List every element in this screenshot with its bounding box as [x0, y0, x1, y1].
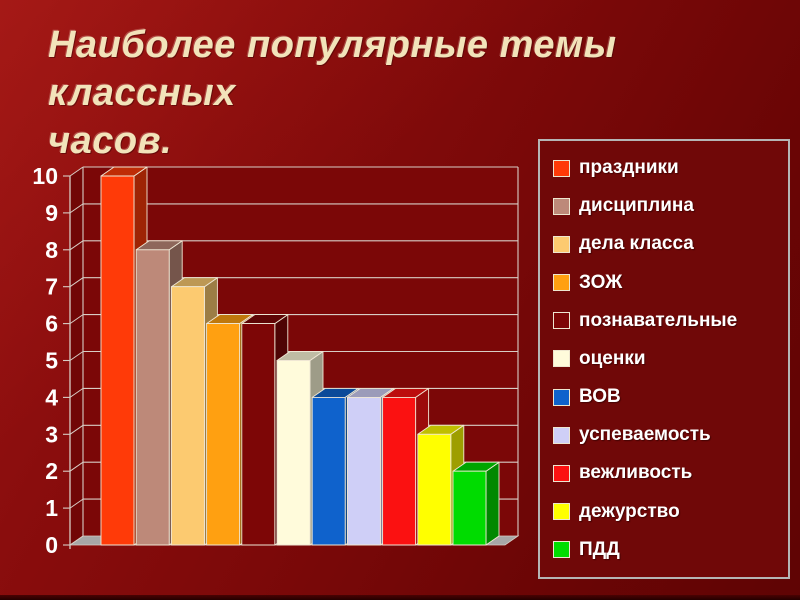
y-axis-label: 1 — [45, 495, 58, 521]
y-axis-label: 0 — [45, 532, 58, 558]
legend-label: дела класса — [579, 233, 694, 255]
y-axis-label: 9 — [45, 200, 58, 226]
y-axis-label: 5 — [45, 348, 58, 374]
slide-bottom-edge — [0, 595, 800, 600]
legend-label: праздники — [579, 157, 679, 179]
y-axis-label: 8 — [45, 237, 58, 263]
bar-10 — [452, 461, 500, 546]
slide-title: Наиболее популярные темы классных часов. — [48, 22, 708, 166]
axis-depth-line — [69, 387, 84, 398]
legend-item-4: познавательные — [553, 310, 784, 332]
y-axis-label: 10 — [32, 163, 58, 189]
legend-swatch — [553, 541, 570, 559]
y-axis-label: 4 — [45, 384, 58, 410]
legend-item-5: оценки — [553, 348, 784, 370]
legend-item-10: ПДД — [553, 539, 784, 561]
legend-swatch — [553, 350, 570, 368]
bar-front — [346, 396, 381, 546]
bar-front — [170, 286, 205, 546]
legend-swatch — [553, 503, 570, 521]
bar-front — [311, 396, 346, 546]
legend-swatch — [553, 235, 570, 253]
legend-label: успеваемость — [579, 424, 711, 446]
axis-depth-line — [69, 203, 84, 214]
legend-label: ПДД — [579, 538, 620, 560]
y-axis-label: 3 — [45, 421, 58, 447]
legend-label: оценки — [579, 347, 646, 369]
legend-item-2: дела класса — [553, 233, 784, 255]
y-axis-label: 2 — [45, 458, 58, 484]
y-axis-label: 7 — [45, 274, 58, 300]
legend-swatch — [553, 312, 570, 330]
axis-depth-line — [69, 461, 84, 472]
axis-depth-line — [69, 498, 84, 509]
axis-depth-line — [69, 314, 84, 325]
legend-item-0: праздники — [553, 157, 784, 179]
y-axis-label: 6 — [45, 311, 58, 337]
axis-depth-line — [69, 351, 84, 361]
bar-front — [382, 396, 417, 546]
legend-item-8: вежливость — [553, 462, 784, 484]
legend-swatch — [553, 274, 570, 292]
legend-swatch — [553, 388, 570, 406]
legend-label: ВОВ — [579, 386, 621, 408]
legend-swatch — [553, 159, 570, 177]
bar-front — [452, 470, 487, 546]
legend-label: дежурство — [579, 500, 680, 522]
legend-item-6: ВОВ — [553, 386, 784, 408]
slide-title-line-2: часов. — [48, 119, 173, 162]
slide-title-line-1: Наиболее популярные темы классных — [48, 24, 617, 114]
bar-front — [206, 323, 241, 546]
bar-front — [135, 249, 170, 546]
axis-depth-line — [69, 240, 84, 251]
axis-depth-line — [69, 424, 84, 435]
legend: праздники дисциплина дела класса ЗОЖ познава… — [538, 139, 790, 579]
axis-depth-line — [69, 277, 84, 288]
axis-depth-line — [69, 535, 84, 546]
legend-swatch — [553, 197, 570, 215]
legend-swatch — [553, 426, 570, 444]
legend-item-3: ЗОЖ — [553, 272, 784, 294]
bar-8 — [382, 387, 430, 546]
legend-item-9: дежурство — [553, 501, 784, 523]
legend-label: ЗОЖ — [579, 271, 623, 293]
bar-front — [417, 433, 452, 546]
legend-label: познавательные — [579, 309, 738, 331]
axis-depth-line — [69, 166, 84, 177]
legend-item-1: дисциплина — [553, 195, 784, 217]
legend-label: вежливость — [579, 462, 693, 484]
bar-side — [485, 461, 500, 546]
bar-front — [276, 360, 311, 546]
legend-swatch — [553, 464, 570, 482]
legend-label: дисциплина — [579, 195, 694, 217]
bar-front — [100, 175, 135, 546]
legend-item-7: успеваемость — [553, 424, 784, 446]
bar-front — [241, 323, 276, 546]
